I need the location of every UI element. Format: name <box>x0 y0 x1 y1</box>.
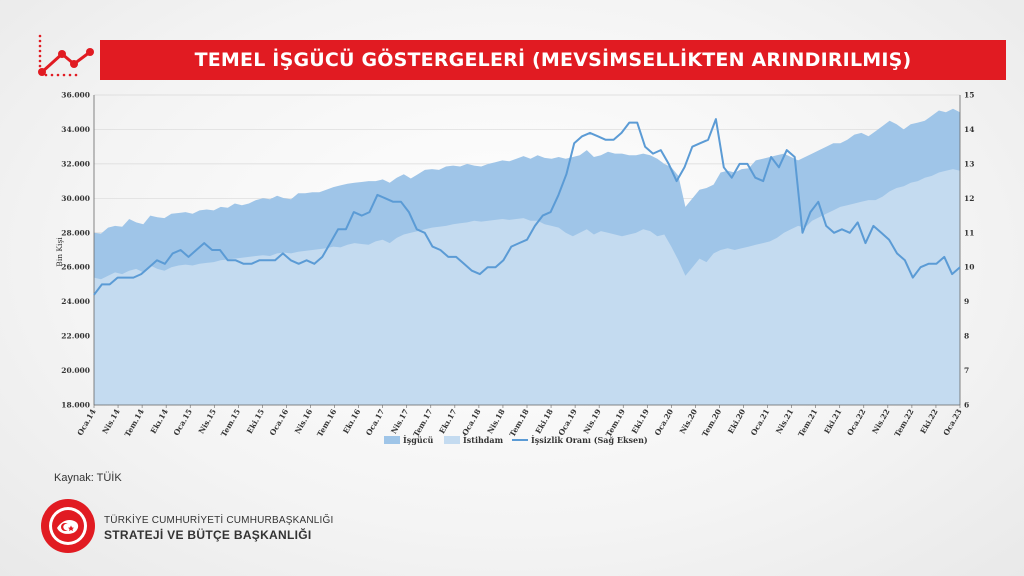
x-tick-label: Eki.20 <box>726 408 747 436</box>
x-tick-label: Tem.17 <box>411 408 434 439</box>
presidency-emblem-icon <box>41 499 95 553</box>
x-tick-label: Oca.18 <box>460 408 482 438</box>
chart-axes <box>93 95 961 408</box>
y-tick-label: 18.000 <box>61 401 90 410</box>
y-tick-label: 20.000 <box>61 366 90 375</box>
org-name-line2: STRATEJİ VE BÜTÇE BAŞKANLIĞI <box>104 528 312 542</box>
x-tick-label: Tem.16 <box>315 408 338 439</box>
x-tick-label: Nis.19 <box>582 408 603 436</box>
y-right-tick-label: 15 <box>964 91 974 100</box>
chart-legend: İşgücü İstihdam İşsizlik Oranı (Sağ Ekse… <box>384 435 648 445</box>
y-right-tick-label: 10 <box>964 263 974 272</box>
x-tick-label: Tem.22 <box>893 408 916 439</box>
y-right-tick-label: 9 <box>964 297 969 306</box>
x-tick-label: Oca.16 <box>268 408 290 438</box>
legend-label-isgucu: İşgücü <box>403 435 434 445</box>
y-right-tick-label: 14 <box>964 125 974 134</box>
x-tick-label: Nis.20 <box>678 408 699 436</box>
x-tick-label: Nis.16 <box>293 408 314 436</box>
area-istihdam <box>94 169 960 405</box>
legend-swatch-istihdam <box>444 436 460 444</box>
y-tick-label: 32.000 <box>61 159 90 168</box>
y-axis-label: Bin Kişi <box>55 237 64 267</box>
x-tick-label: Oca.19 <box>557 408 579 438</box>
labor-chart: Bin Kişi 18.000 20.000 22.000 24.000 26.000 2… <box>55 91 974 446</box>
x-tick-label: Nis.15 <box>197 408 218 436</box>
x-tick-label: Nis.14 <box>101 408 122 436</box>
y-right-tick-label: 7 <box>964 366 969 375</box>
y-tick-label: 26.000 <box>61 263 90 272</box>
x-tick-label: Tem.18 <box>508 408 531 439</box>
x-tick-label: Eki.15 <box>245 408 266 436</box>
y-right-tick-label: 6 <box>964 401 969 410</box>
x-tick-label: Oca.22 <box>845 408 867 438</box>
x-tick-label: Nis.17 <box>389 408 410 436</box>
y-tick-label: 22.000 <box>61 332 90 341</box>
y-right-tick-label: 13 <box>964 159 974 168</box>
x-tick-label: Eki.19 <box>630 408 651 436</box>
chart-areas <box>94 108 960 406</box>
x-tick-label: Tem.15 <box>219 408 242 439</box>
source-note: Kaynak: TÜİK <box>54 472 122 484</box>
org-name-line1: TÜRKİYE CUMHURİYETİ CUMHURBAŞKANLIĞI <box>104 515 334 526</box>
y-tick-label: 36.000 <box>61 91 90 100</box>
x-tick-label: Ekı.17 <box>437 408 458 436</box>
legend-swatch-isgucu <box>384 436 400 444</box>
y-tick-label: 30.000 <box>61 194 90 203</box>
y-right-tick-label: 8 <box>964 332 969 341</box>
x-tick-label: Ekı.14 <box>149 408 170 436</box>
x-tick-label: Oca.21 <box>749 408 771 438</box>
chart-line <box>93 118 961 296</box>
y-right-tick-label: 12 <box>964 194 974 203</box>
x-tick-label: Nis.22 <box>870 408 891 436</box>
trend-line-icon <box>38 34 94 77</box>
page-title: TEMEL İŞGÜCÜ GÖSTERGELERİ (MEVSİMSELLİKT… <box>100 40 1006 80</box>
x-tick-label: Tem.14 <box>123 408 146 439</box>
x-tick-label: Eki.21 <box>822 408 843 436</box>
y-tick-label: 24.000 <box>61 297 90 306</box>
x-tick-label: Oca.23 <box>941 408 963 438</box>
x-tick-label: Tem.21 <box>796 408 819 439</box>
x-tick-label: Oca.20 <box>653 408 675 438</box>
x-tick-label: Tem.19 <box>604 408 627 439</box>
line-issizlik <box>93 118 961 296</box>
x-tick-label: Eki.18 <box>534 408 555 436</box>
legend-label-issizlik: İşsizlik Oranı (Sağ Eksen) <box>531 435 648 445</box>
y-right-tick-label: 11 <box>964 228 974 237</box>
x-tick-label: Nis.18 <box>485 408 506 436</box>
x-tick-label: Oca.17 <box>364 408 386 438</box>
y-tick-label: 28.000 <box>61 228 90 237</box>
legend-label-istihdam: İstihdam <box>463 435 504 445</box>
x-tick-label: Oca.14 <box>75 408 97 438</box>
y-tick-label: 34.000 <box>61 125 90 134</box>
x-tick-label: Nis.21 <box>774 408 795 436</box>
x-tick-label: Tem.20 <box>700 408 723 439</box>
x-tick-label: Ekı.16 <box>341 408 362 436</box>
x-tick-label: Eki.22 <box>918 408 939 436</box>
x-tick-label: Oca.15 <box>172 408 194 438</box>
